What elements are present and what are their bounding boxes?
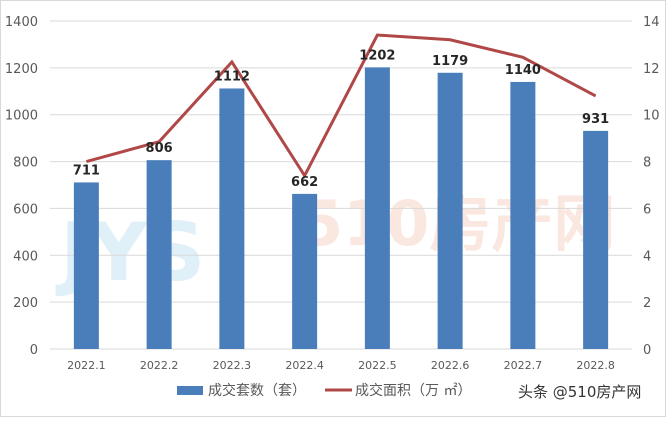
bar-data-label: 662 xyxy=(291,175,318,190)
bar xyxy=(147,160,172,349)
y-left-tick-label: 0 xyxy=(30,343,38,358)
x-tick-label: 2022.8 xyxy=(576,359,615,372)
y-right-tick-label: 8 xyxy=(643,156,651,171)
y-left-tick-label: 1200 xyxy=(5,62,38,77)
bar-data-label: 1112 xyxy=(214,69,250,84)
x-tick-label: 2022.4 xyxy=(285,359,324,372)
y-right-tick-label: 12 xyxy=(643,62,660,77)
x-tick-label: 2022.7 xyxy=(504,359,543,372)
credit-text: 头条 @510房产网 xyxy=(518,383,641,401)
y-right-tick-label: 2 xyxy=(643,296,651,311)
y-right-tick-label: 14 xyxy=(643,15,660,30)
bar-data-label: 1179 xyxy=(432,54,468,69)
legend-swatch-bar xyxy=(177,386,203,395)
y-left-tick-label: 1400 xyxy=(5,15,38,30)
bar xyxy=(292,194,317,349)
y-right-tick-label: 4 xyxy=(643,249,651,264)
bar xyxy=(365,67,390,349)
y-left-tick-label: 1000 xyxy=(5,109,38,124)
bar xyxy=(438,73,463,349)
x-tick-label: 2022.1 xyxy=(67,359,106,372)
bar-data-label: 806 xyxy=(146,141,173,156)
bar-data-label: 931 xyxy=(582,112,609,127)
bar xyxy=(74,182,99,349)
bar xyxy=(510,82,535,349)
x-tick-label: 2022.3 xyxy=(213,359,252,372)
x-tick-label: 2022.5 xyxy=(358,359,397,372)
bar-data-label: 1202 xyxy=(359,48,395,63)
bar xyxy=(219,88,244,349)
y-right-tick-label: 0 xyxy=(643,343,651,358)
y-right-tick-label: 6 xyxy=(643,202,651,217)
legend-label-line: 成交面积（万 ㎡） xyxy=(355,382,471,399)
x-tick-label: 2022.6 xyxy=(431,359,470,372)
bar-data-label: 1140 xyxy=(505,63,541,78)
y-right-tick-label: 10 xyxy=(643,109,660,124)
y-left-tick-label: 800 xyxy=(13,156,38,171)
bar xyxy=(583,131,608,349)
bar-data-label: 711 xyxy=(73,163,100,178)
y-left-tick-label: 200 xyxy=(13,296,38,311)
y-left-tick-label: 400 xyxy=(13,249,38,264)
x-tick-label: 2022.2 xyxy=(140,359,179,372)
y-left-tick-label: 600 xyxy=(13,202,38,217)
legend-label-bar: 成交套数（套） xyxy=(208,382,306,399)
